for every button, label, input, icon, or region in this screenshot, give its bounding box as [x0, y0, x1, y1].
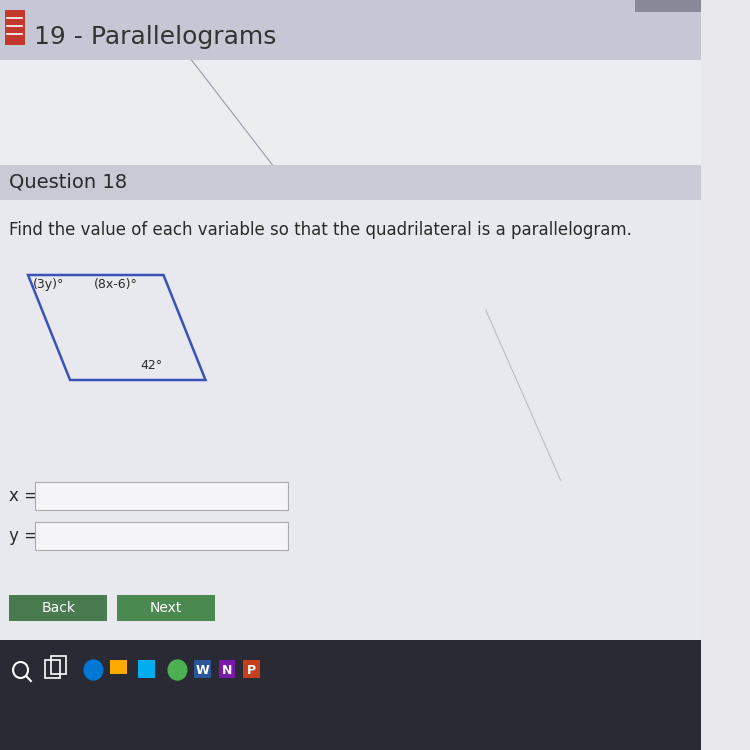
FancyBboxPatch shape: [117, 595, 214, 621]
FancyBboxPatch shape: [35, 482, 288, 510]
FancyBboxPatch shape: [138, 660, 155, 678]
FancyBboxPatch shape: [194, 660, 211, 678]
Text: (8x-6)°: (8x-6)°: [94, 278, 137, 291]
Text: N: N: [222, 664, 232, 676]
Text: (3y)°: (3y)°: [33, 278, 64, 291]
FancyBboxPatch shape: [635, 0, 700, 12]
FancyBboxPatch shape: [4, 10, 26, 45]
Text: Back: Back: [41, 601, 76, 615]
Text: W: W: [196, 664, 209, 676]
FancyBboxPatch shape: [0, 0, 700, 60]
Text: 19 - Parallelograms: 19 - Parallelograms: [34, 25, 276, 49]
Text: Next: Next: [150, 601, 182, 615]
Text: Question 18: Question 18: [9, 173, 128, 192]
FancyBboxPatch shape: [0, 165, 700, 200]
Text: y =: y =: [9, 527, 38, 545]
Circle shape: [84, 660, 103, 680]
FancyBboxPatch shape: [9, 595, 107, 621]
FancyBboxPatch shape: [35, 522, 288, 550]
FancyBboxPatch shape: [0, 640, 700, 750]
Circle shape: [168, 660, 187, 680]
Text: 42°: 42°: [140, 359, 162, 372]
FancyBboxPatch shape: [0, 0, 700, 750]
FancyBboxPatch shape: [243, 660, 260, 678]
FancyBboxPatch shape: [0, 200, 700, 750]
Text: x =: x =: [9, 487, 38, 505]
Text: P: P: [247, 664, 256, 676]
FancyBboxPatch shape: [218, 660, 236, 678]
Text: Find the value of each variable so that the quadrilateral is a parallelogram.: Find the value of each variable so that …: [9, 221, 632, 239]
FancyBboxPatch shape: [110, 660, 127, 674]
